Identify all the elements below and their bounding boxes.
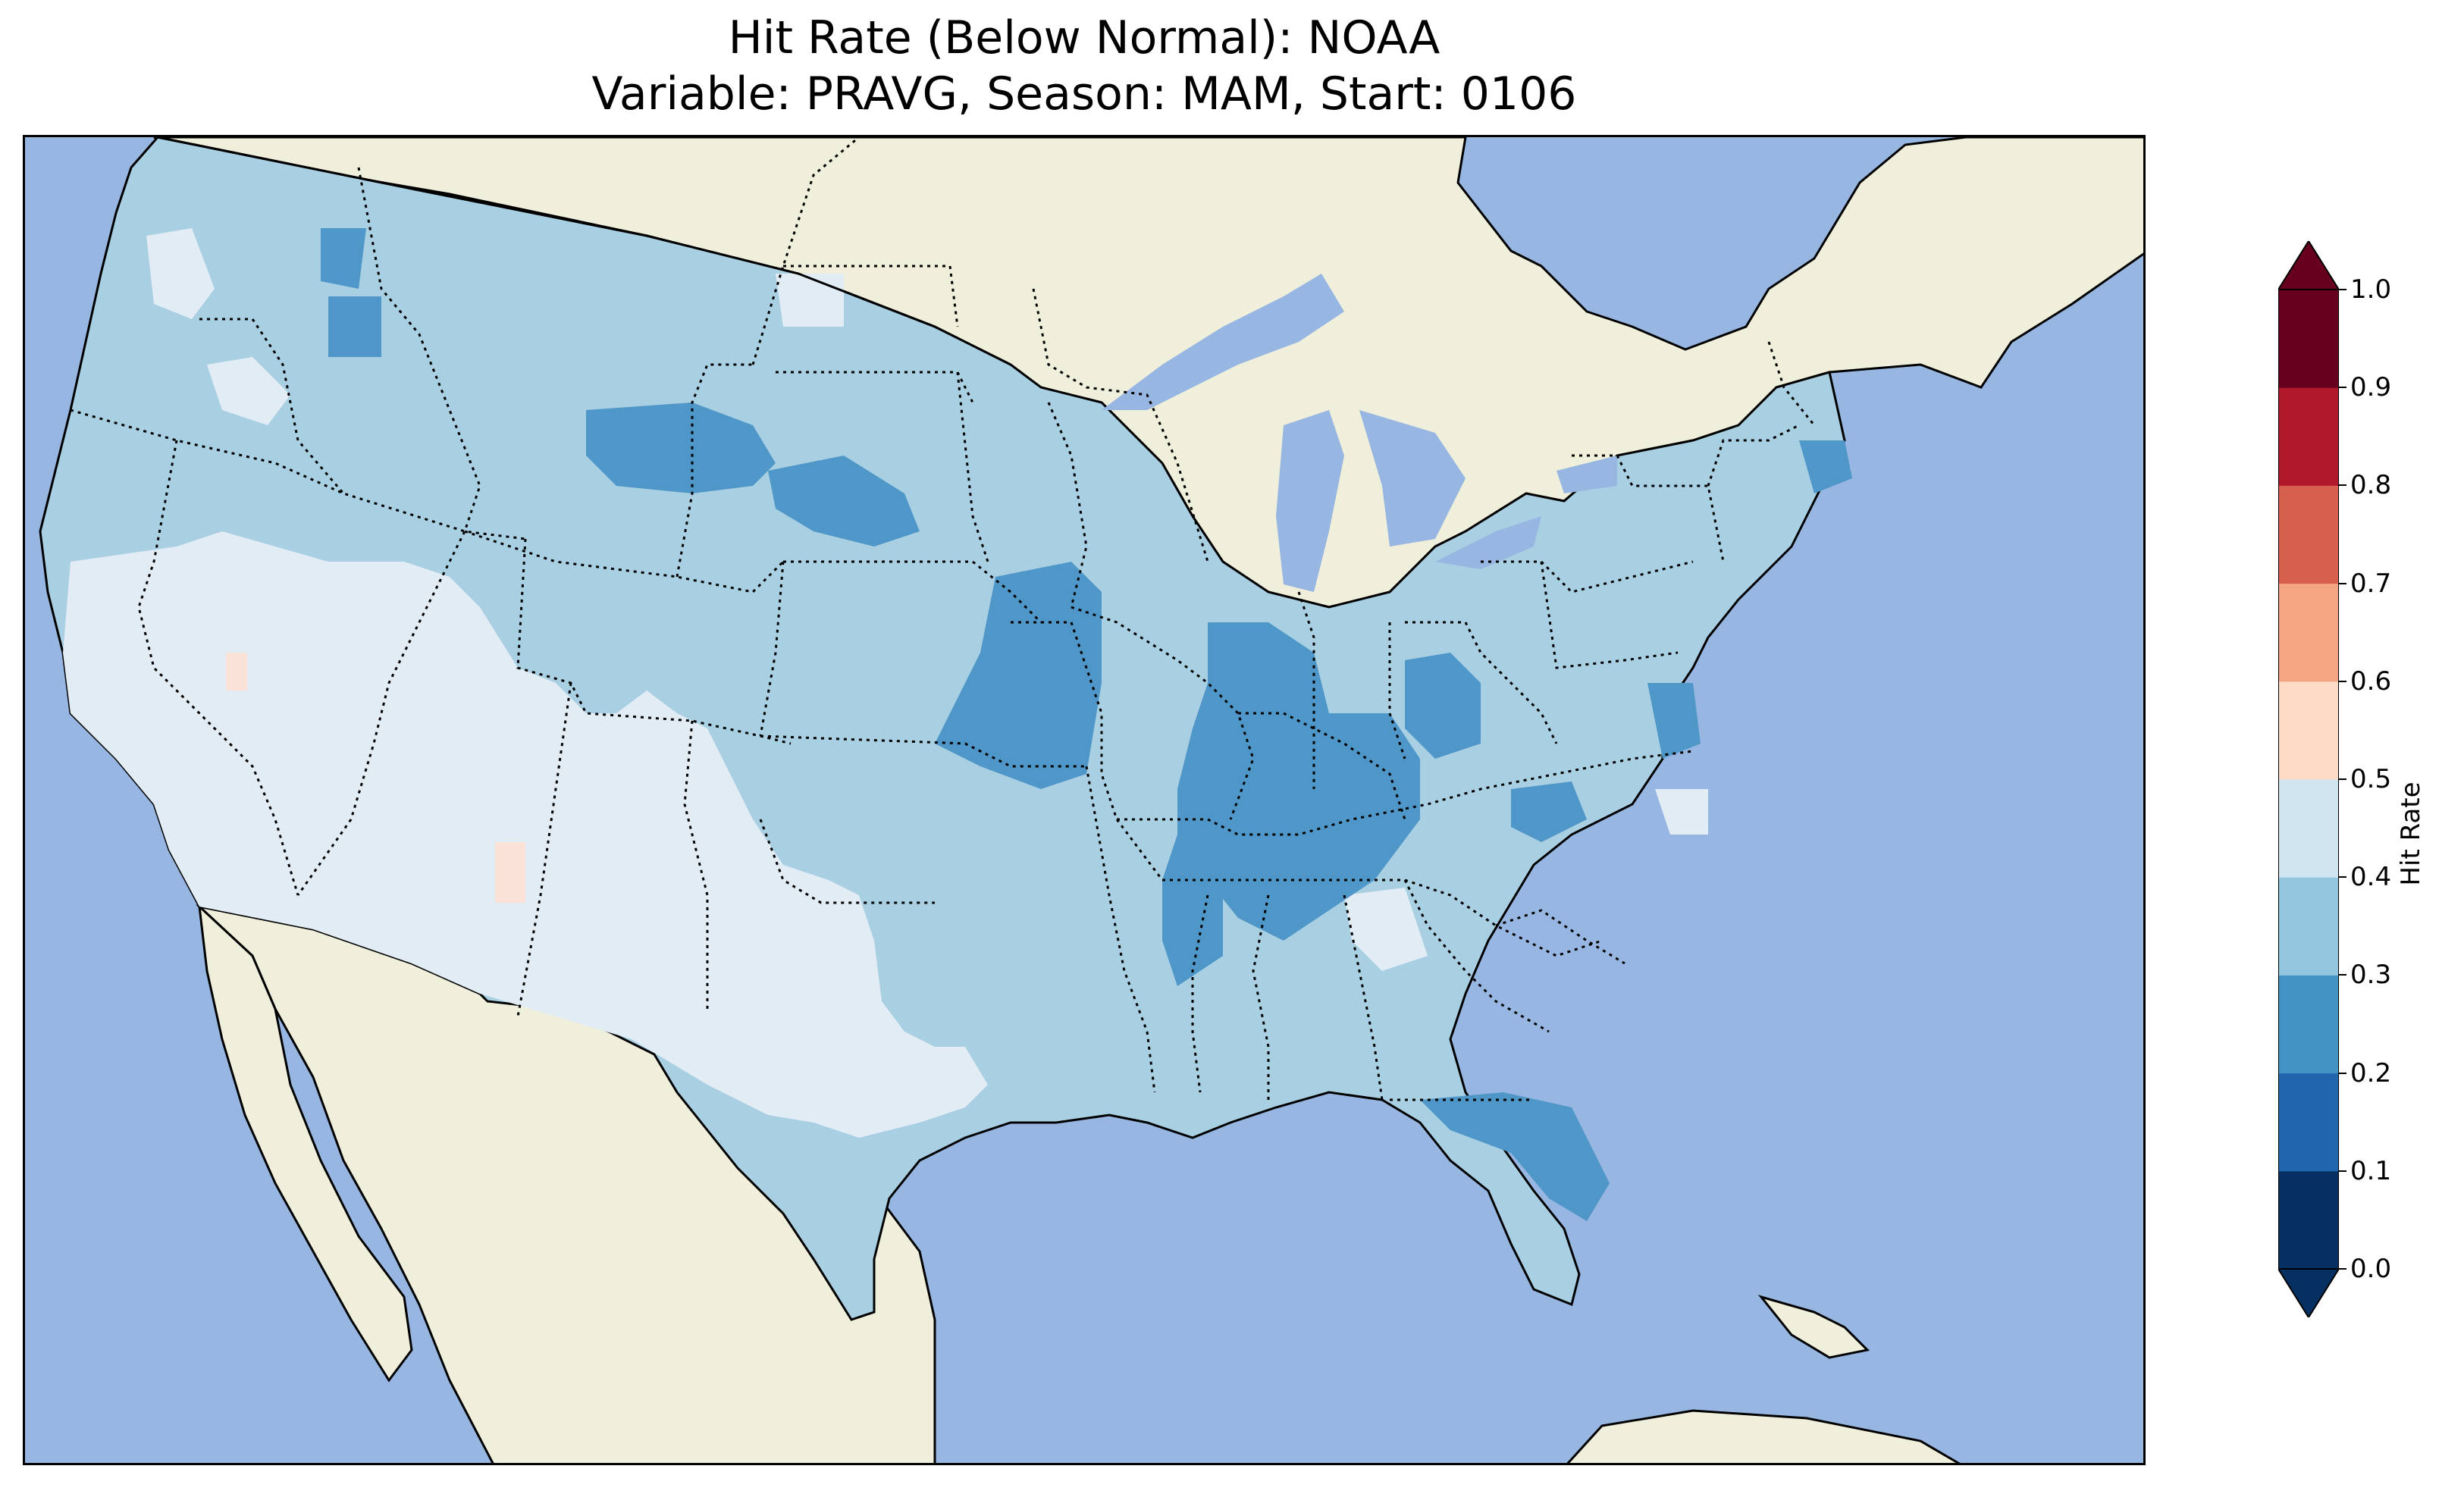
colorbar-tick-mark [2339, 778, 2346, 780]
hit-rate-0-2-arkansas [1162, 835, 1223, 986]
hit-rate-0-2-illinois-indiana [1177, 622, 1420, 941]
cuba-land [1757, 1295, 1870, 1359]
colorbar-bin [2278, 583, 2339, 682]
caribbean-bottom-land [1566, 1409, 1961, 1463]
colorbar-tick-label: 1.0 [2350, 274, 2392, 305]
colorbar-tick-mark [2339, 680, 2346, 682]
colorbar-tick-label: 0.5 [2350, 764, 2392, 794]
colorbar-tick-label: 0.6 [2350, 666, 2392, 697]
map-panel [23, 135, 2146, 1465]
colorbar-tick-label: 0.7 [2350, 568, 2392, 599]
colorbar-tick-mark [2339, 289, 2346, 290]
hit-rate-0-2-massachusetts [1799, 440, 1852, 493]
us-canada-border [157, 137, 1011, 366]
hit-rate-0-2-nebraska-iowa [935, 562, 1102, 789]
hit-rate-0-2-ohio [1405, 653, 1481, 759]
hit-rate-0-2-kentucky [1511, 781, 1587, 842]
colorbar-bin [2278, 877, 2339, 976]
lake-superior [1102, 274, 1344, 410]
colorbar-bin [2278, 290, 2339, 388]
colorbar-bin [2278, 1073, 2339, 1172]
colorbar-tick-mark [2339, 1268, 2346, 1270]
colorbar-tick-mark [2339, 582, 2346, 584]
colorbar-bin [2278, 779, 2339, 878]
hit-rate-0-4-nevada [207, 357, 290, 425]
baja-land [198, 904, 413, 1383]
hit-rate-0-2-wyoming [586, 402, 776, 493]
hit-rate-0-4-nc-coast [1655, 789, 1708, 835]
colorbar-tick-mark [2339, 484, 2346, 487]
hit-rate-0-2-florida [1420, 1092, 1610, 1221]
colorbar-tick-label: 0.2 [2350, 1057, 2392, 1088]
colorbar-bin [2278, 485, 2339, 584]
colorbar [2278, 241, 2339, 1317]
colorbar-extend-max [2278, 241, 2339, 290]
chart-subtitle: Variable: PRAVG, Season: MAM, Start: 010… [591, 67, 1577, 121]
lake-ontario [1556, 456, 1617, 493]
chart-title: Hit Rate (Below Normal): NOAA [728, 11, 1440, 64]
lake-michigan [1276, 410, 1344, 592]
colorbar-tick-label: 0.0 [2350, 1254, 2392, 1284]
hit-rate-0-2-virginia [1647, 683, 1701, 759]
hit-rate-0-4-southwest [63, 531, 988, 1138]
colorbar-tick-mark [2339, 1170, 2346, 1172]
colorbar-outline [2278, 289, 2339, 1270]
colorbar-tick-label: 0.1 [2350, 1155, 2392, 1186]
hit-rate-0-4-pacific-northwest [146, 228, 215, 319]
lake-erie [1435, 516, 1541, 569]
state-borders [70, 137, 1816, 1101]
colorbar-bin [2278, 1170, 2339, 1270]
colorbar-tick-mark [2339, 1072, 2346, 1074]
colorbar-tick-label: 0.8 [2350, 470, 2392, 501]
lake-huron [1359, 410, 1466, 547]
colorbar-tick-label: 0.9 [2350, 372, 2392, 403]
hit-rate-0-5-california-spot [226, 653, 247, 691]
hit-rate-0-2-washington [321, 228, 366, 289]
colorbar-bin [2278, 387, 2339, 486]
hit-rate-0-2-south-dakota [768, 456, 920, 547]
colorbar-tick-label: 0.3 [2350, 960, 2392, 991]
hit-rate-0-4-north-dakota [776, 274, 844, 327]
hit-rate-0-2-idaho [328, 296, 381, 357]
hit-rate-0-5-arizona-spot [495, 842, 525, 903]
colorbar-tick-mark [2339, 876, 2346, 879]
colorbar-bin [2278, 975, 2339, 1074]
colorbar-tick-label: 0.4 [2350, 862, 2392, 893]
colorbar-label: Hit Rate [2396, 781, 2426, 886]
colorbar-tick-mark [2339, 974, 2346, 976]
colorbar-extend-min [2278, 1268, 2339, 1317]
colorbar-tick-mark [2339, 387, 2346, 389]
hit-rate-0-4-georgia [1344, 888, 1428, 971]
map-canvas [25, 137, 2143, 1463]
colorbar-bin [2278, 681, 2339, 780]
